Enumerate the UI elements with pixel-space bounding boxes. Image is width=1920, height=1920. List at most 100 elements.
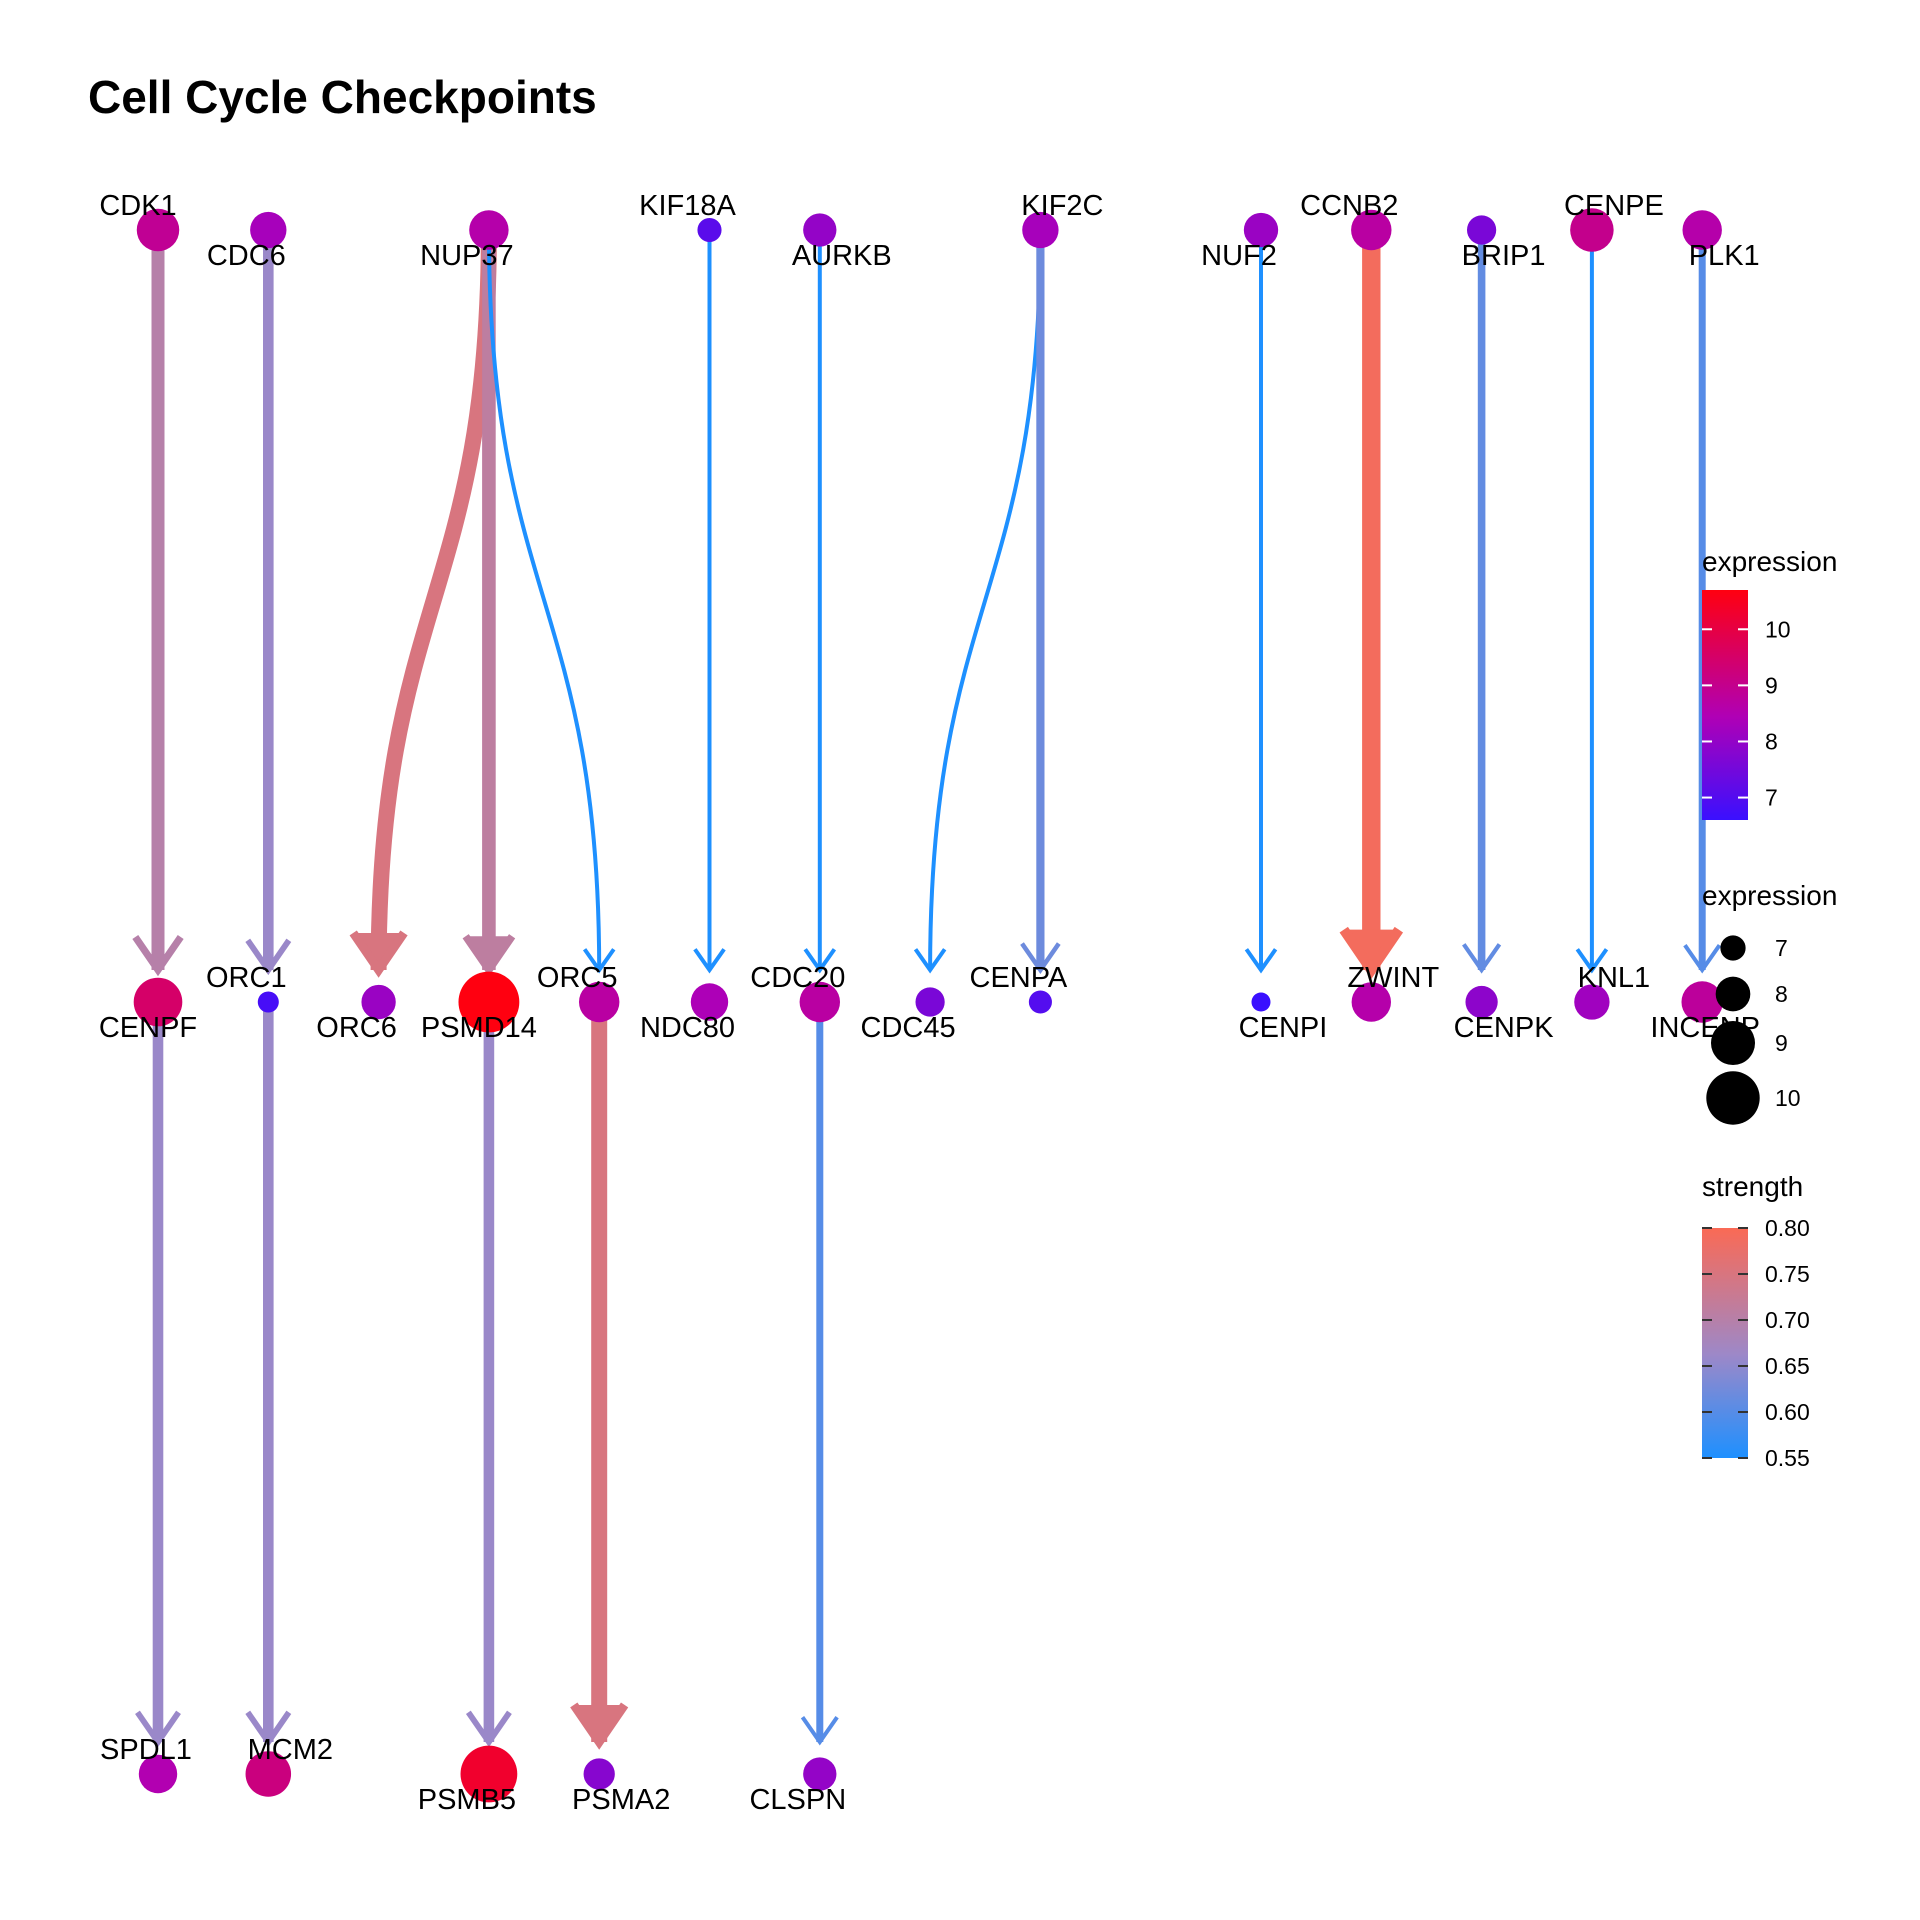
edge-CENPF-SPDL1 (135, 1002, 181, 1748)
node-NUP37 (469, 210, 509, 250)
edge-NUP37-PSMD14 (462, 230, 516, 977)
edge-arrowhead (582, 948, 616, 974)
edge-CENPE-KNL1 (1575, 230, 1609, 974)
legend-size-swatch (1706, 1071, 1760, 1125)
node-label-SPDL1: SPDL1 (100, 1734, 192, 1766)
edge-arrowhead (465, 1710, 512, 1748)
legend-size-tick-label: 8 (1775, 981, 1788, 1007)
legend-strength-tick-label: 0.75 (1765, 1261, 1810, 1287)
node-label-CDC45: CDC45 (861, 1012, 956, 1044)
node-label-KNL1: KNL1 (1578, 962, 1651, 994)
node-label-CDK1: CDK1 (99, 190, 176, 222)
node-label-CLSPN: CLSPN (749, 1784, 846, 1816)
edge-arrowhead (462, 934, 516, 977)
edge-arrowhead (132, 934, 184, 977)
edge-KIF2C-CDC45 (913, 229, 1043, 974)
node-label-PSMB5: PSMB5 (418, 1784, 516, 1816)
legend-strength-tick-label: 0.55 (1765, 1445, 1810, 1471)
node-CENPF (133, 977, 183, 1027)
edge-arrowhead (693, 948, 726, 974)
node-label-AURKB: AURKB (792, 240, 892, 272)
node-ORC1 (257, 991, 279, 1013)
edge-ORC5-PSMA2 (570, 1002, 629, 1750)
edge-arrowhead (1462, 943, 1502, 974)
legend-strength-tick-label: 0.60 (1765, 1399, 1810, 1425)
legend: expression 10 9 8 7 expression 7 8 9 10 streng… (1702, 546, 1837, 1471)
node-ORC6 (361, 984, 396, 1020)
node-label-BRIP1: BRIP1 (1462, 240, 1546, 272)
node-PSMA2 (583, 1758, 615, 1790)
node-label-PSMD14: PSMD14 (421, 1012, 537, 1044)
edge-CDC20-CLSPN (800, 1002, 839, 1746)
legend-color-tick-label: 7 (1765, 785, 1778, 811)
node-label-CDC6: CDC6 (207, 240, 286, 272)
node-label-CDC20: CDC20 (750, 962, 845, 994)
edge-AURKB-CDC20 (803, 230, 837, 974)
edge-NUF2-CENPI (1244, 230, 1278, 974)
node-ORC5 (578, 981, 620, 1023)
edge-arrowhead (803, 948, 837, 974)
legend-color-bar (1702, 590, 1748, 820)
node-NUF2 (1243, 212, 1279, 248)
node-NDC80 (690, 983, 729, 1021)
edge-line (486, 229, 602, 971)
edge-arrowhead (349, 930, 408, 978)
node-PLK1 (1682, 210, 1722, 250)
legend-strength-title: strength (1702, 1171, 1803, 1202)
edge-BRIP1-CENPK (1462, 230, 1502, 974)
node-PSMD14 (458, 971, 520, 1033)
edge-PSMD14-PSMB5 (465, 1002, 512, 1748)
edge-arrowhead (913, 948, 947, 974)
node-label-CCNB2: CCNB2 (1300, 190, 1398, 222)
node-label-ZWINT: ZWINT (1347, 962, 1439, 994)
node-label-CENPA: CENPA (970, 962, 1068, 994)
node-label-CENPE: CENPE (1564, 190, 1664, 222)
node-label-NUP37: NUP37 (420, 240, 514, 272)
legend-size-tick-label: 9 (1775, 1030, 1788, 1056)
legend-color-tick-label: 8 (1765, 728, 1778, 754)
node-CDC20 (799, 981, 841, 1023)
node-CENPK (1465, 985, 1498, 1019)
legend-strength-bar (1702, 1228, 1748, 1458)
edge-arrowhead (245, 1710, 292, 1748)
node-KIF18A (697, 217, 722, 243)
node-label-ORC5: ORC5 (537, 962, 618, 994)
edge-NUP37-ORC5 (486, 229, 616, 974)
node-layer (133, 208, 1723, 1803)
node-CDC6 (250, 211, 287, 249)
chart-title: Cell Cycle Checkpoints (88, 71, 597, 123)
node-label-KIF2C: KIF2C (1021, 190, 1103, 222)
node-MCM2 (245, 1751, 292, 1797)
edge-KIF18A-NDC80 (693, 230, 726, 974)
edge-arrowhead (245, 938, 292, 976)
legend-strength-tick-label: 0.80 (1765, 1215, 1810, 1241)
edge-CDK1-CENPF (132, 230, 184, 977)
legend-color-ticks: 10 9 8 7 (1702, 616, 1791, 811)
edge-arrowhead (1339, 926, 1404, 979)
legend-size-tick-label: 7 (1775, 935, 1788, 961)
legend-size-swatch (1710, 1020, 1756, 1066)
node-label-PLK1: PLK1 (1689, 240, 1760, 272)
node-BRIP1 (1466, 215, 1497, 245)
legend-strength-ticks: 0.80 0.75 0.70 0.65 0.60 0.55 (1702, 1215, 1810, 1471)
node-label-CENPK: CENPK (1454, 1012, 1555, 1044)
edge-arrowhead (135, 1710, 181, 1748)
legend-color-title: expression (1702, 546, 1837, 577)
node-label-CENPF: CENPF (99, 1012, 197, 1044)
node-label-MCM2: MCM2 (248, 1734, 333, 1766)
edge-line (370, 229, 497, 971)
label-layer: CDK1 CDC6 NUP37 KIF18A AURKB KIF2C NUF2 CCNB2 BR… (99, 190, 1760, 1816)
edge-layer (132, 229, 1722, 1750)
node-AURKB (803, 213, 837, 247)
node-CDK1 (136, 208, 180, 252)
node-CDC45 (915, 987, 945, 1017)
legend-size-tick-label: 10 (1775, 1085, 1801, 1111)
node-CENPE (1570, 208, 1614, 252)
legend-color-tick-label: 9 (1765, 672, 1778, 698)
edge-ORC1-MCM2 (245, 1002, 292, 1748)
node-PSMB5 (460, 1745, 518, 1803)
node-label-CENPI: CENPI (1239, 1012, 1328, 1044)
node-label-NDC80: NDC80 (640, 1012, 735, 1044)
node-CCNB2 (1351, 209, 1392, 251)
